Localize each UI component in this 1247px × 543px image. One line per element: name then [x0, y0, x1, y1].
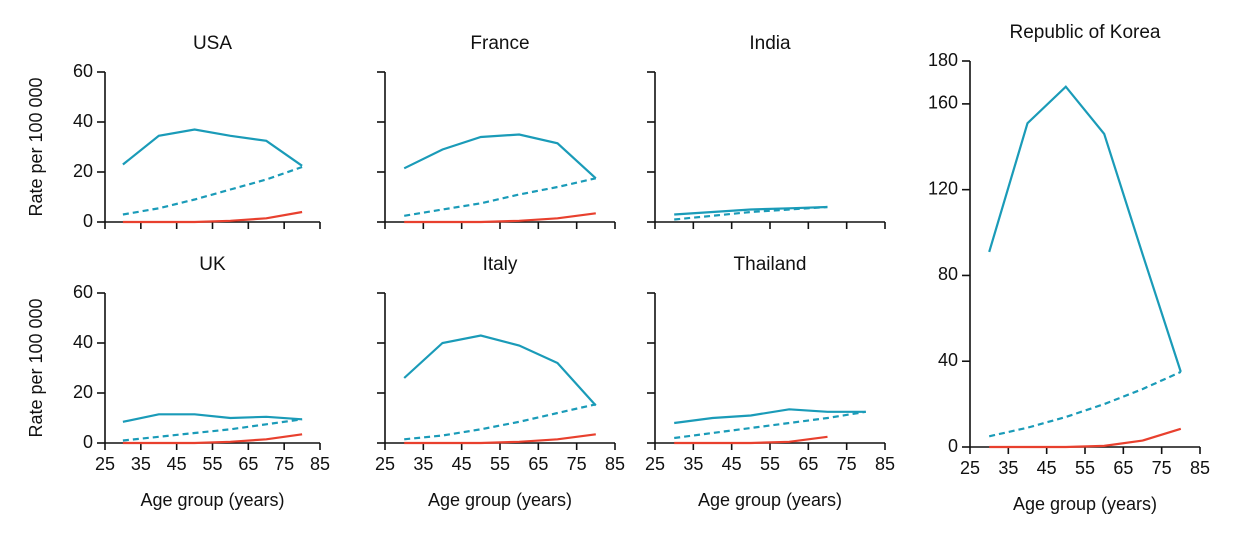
x-tick-label: 35: [998, 458, 1018, 478]
line-series: [404, 212, 596, 224]
x-tick-label: 55: [202, 454, 222, 474]
x-tick-label: 55: [1075, 458, 1095, 478]
x-tick-label: 85: [605, 454, 625, 474]
x-tick-label: 65: [1113, 458, 1133, 478]
y-tick-label: 0: [83, 211, 93, 231]
x-tick-label: 65: [238, 454, 258, 474]
line-series: [122, 433, 303, 445]
x-axis-label: Age group (years): [698, 490, 842, 510]
y-tick-label: 20: [73, 161, 93, 181]
y-axis-label: Rate per 100 000: [26, 77, 46, 216]
line-series: [404, 433, 596, 445]
y-tick-label: 160: [928, 93, 958, 113]
panel-title: UK: [199, 254, 226, 275]
line-series: [122, 418, 303, 442]
x-tick-label: 35: [131, 454, 151, 474]
x-axis-label: Age group (years): [140, 490, 284, 510]
line-series: [989, 427, 1182, 449]
line-series: [674, 410, 866, 440]
line-series: [674, 408, 866, 425]
x-tick-label: 45: [167, 454, 187, 474]
line-series: [404, 403, 597, 441]
x-tick-label: 25: [95, 454, 115, 474]
x-tick-label: 45: [722, 454, 742, 474]
line-series: [404, 177, 597, 217]
y-tick-label: 40: [73, 111, 93, 131]
x-tick-label: 75: [1152, 458, 1172, 478]
panel-title: Republic of Korea: [1009, 22, 1160, 43]
y-tick-label: 40: [73, 332, 93, 352]
x-tick-label: 85: [310, 454, 330, 474]
line-series: [403, 133, 597, 180]
x-tick-label: 75: [567, 454, 587, 474]
x-tick-label: 65: [798, 454, 818, 474]
x-tick-label: 55: [490, 454, 510, 474]
line-series: [988, 85, 1182, 373]
y-axis-label: Rate per 100 000: [26, 298, 46, 437]
x-tick-label: 25: [375, 454, 395, 474]
panel-title: India: [749, 33, 791, 54]
x-tick-label: 35: [683, 454, 703, 474]
y-tick-label: 20: [73, 382, 93, 402]
x-tick-label: 25: [645, 454, 665, 474]
panel-title: Italy: [483, 254, 518, 275]
y-tick-label: 40: [938, 350, 958, 370]
line-series: [674, 205, 828, 216]
line-series: [122, 128, 303, 167]
y-tick-label: 60: [73, 61, 93, 81]
x-tick-label: 45: [452, 454, 472, 474]
line-series: [674, 205, 828, 221]
line-series: [988, 370, 1182, 438]
panel-title: Thailand: [734, 254, 807, 275]
y-tick-label: 120: [928, 178, 958, 198]
panel-title: USA: [193, 33, 232, 54]
line-series: [122, 210, 303, 224]
x-tick-label: 75: [274, 454, 294, 474]
line-series: [122, 413, 303, 423]
x-tick-label: 85: [875, 454, 895, 474]
x-tick-label: 25: [960, 458, 980, 478]
x-axis-label: Age group (years): [428, 490, 572, 510]
y-tick-label: 60: [73, 282, 93, 302]
x-tick-label: 35: [413, 454, 433, 474]
y-tick-label: 0: [83, 432, 93, 452]
y-tick-label: 0: [948, 436, 958, 456]
x-tick-label: 85: [1190, 458, 1210, 478]
line-series: [122, 165, 303, 216]
x-tick-label: 45: [1037, 458, 1057, 478]
line-series: [403, 334, 597, 407]
y-tick-label: 80: [938, 264, 958, 284]
x-tick-label: 75: [837, 454, 857, 474]
x-tick-label: 65: [528, 454, 548, 474]
x-axis-label: Age group (years): [1013, 494, 1157, 514]
panel-title: France: [470, 33, 529, 54]
line-series: [674, 435, 828, 445]
y-tick-label: 180: [928, 50, 958, 70]
x-tick-label: 55: [760, 454, 780, 474]
